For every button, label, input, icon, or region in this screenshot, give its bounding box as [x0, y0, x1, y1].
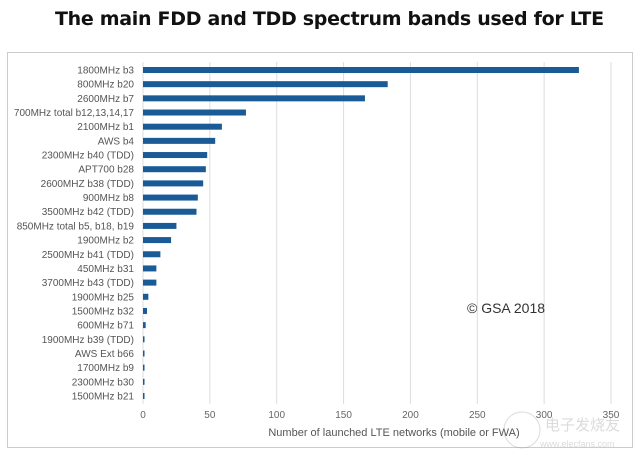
category-label: 900MHz b8	[83, 193, 135, 204]
category-label: 2100MHz b1	[77, 122, 134, 133]
bar	[143, 166, 206, 173]
category-label: AWS Ext b66	[75, 349, 135, 360]
category-label: 1900MHz b39 (TDD)	[42, 335, 134, 346]
bar	[143, 393, 145, 399]
category-label: 2600MHZ b38 (TDD)	[41, 179, 134, 190]
bar	[143, 279, 157, 286]
bar	[143, 336, 145, 343]
bar	[143, 123, 222, 130]
category-label: 1500MHz b21	[72, 392, 135, 403]
x-tick-label: 250	[469, 410, 486, 421]
category-label: 800MHz b20	[77, 80, 134, 91]
chart-title: The main FDD and TDD spectrum bands used…	[55, 8, 604, 30]
bar	[143, 378, 145, 385]
bar	[143, 251, 161, 258]
x-axis-label: Number of launched LTE networks (mobile …	[268, 427, 519, 439]
bar	[143, 222, 177, 229]
category-label: AWS b4	[98, 136, 135, 147]
x-tick-label: 350	[603, 410, 620, 421]
bar	[143, 364, 145, 371]
category-label: 1800MHz b3	[77, 66, 134, 77]
category-label: 3500MHz b42 (TDD)	[42, 207, 134, 218]
category-label: 450MHz b31	[77, 264, 134, 275]
x-tick-label: 100	[268, 410, 285, 421]
bar	[143, 265, 157, 272]
bar	[143, 152, 208, 159]
category-label: 700MHz total b12,13,14,17	[14, 108, 135, 119]
x-tick-label: 0	[140, 410, 146, 421]
svg-text:电子发烧友: 电子发烧友	[545, 417, 620, 434]
bar	[143, 95, 365, 102]
bar	[143, 67, 579, 73]
bar	[143, 180, 204, 187]
category-label: 2300MHz b40 (TDD)	[42, 151, 134, 162]
x-tick-label: 300	[536, 410, 553, 421]
bar	[143, 307, 148, 314]
svg-text:www.elecfans.com: www.elecfans.com	[539, 439, 615, 449]
bar	[143, 322, 146, 329]
bar	[143, 237, 172, 244]
category-label: 1500MHz b32	[72, 306, 135, 317]
copyright-annotation: © GSA 2018	[467, 300, 545, 316]
category-label: 2600MHz b7	[77, 94, 134, 105]
category-label: 2500MHz b41 (TDD)	[42, 250, 134, 261]
category-label: 850MHz total b5, b18, b19	[17, 221, 135, 232]
bar	[143, 109, 246, 116]
category-label: 3700MHz b43 (TDD)	[42, 278, 134, 289]
bar	[143, 208, 197, 215]
bar	[143, 81, 388, 88]
category-label: 1900MHz b2	[77, 236, 134, 247]
bar	[143, 293, 149, 300]
category-label: 2300MHz b30	[72, 377, 135, 388]
watermark-logo: 电子发烧友 www.elecfans.com	[503, 411, 620, 449]
bar	[143, 194, 198, 201]
bar	[143, 350, 145, 357]
category-label: APT700 b28	[78, 165, 134, 176]
x-tick-label: 50	[204, 410, 216, 421]
x-tick-label: 150	[335, 410, 352, 421]
bar	[143, 137, 216, 144]
category-label: 600MHz b71	[77, 321, 134, 332]
x-tick-label: 200	[402, 410, 419, 421]
chart-frame	[7, 52, 633, 448]
category-label: 1900MHz b25	[72, 292, 135, 303]
category-label: 1700MHz b9	[77, 363, 134, 374]
